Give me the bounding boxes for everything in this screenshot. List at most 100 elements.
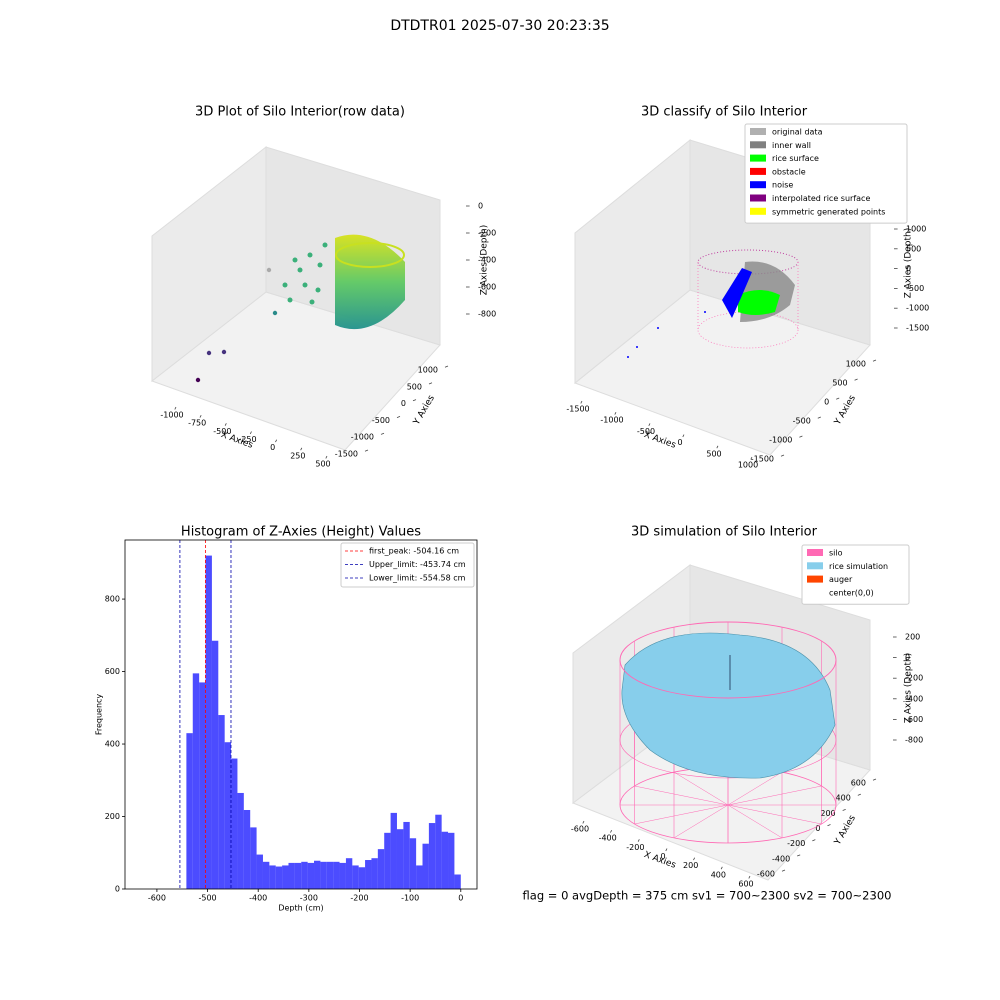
bar — [211, 640, 219, 889]
x-tick-label: -200 — [350, 894, 368, 903]
tick-mark — [780, 454, 785, 457]
bar — [192, 673, 200, 889]
outlier-point — [221, 349, 227, 355]
bar — [231, 758, 238, 889]
outlier-point — [195, 377, 201, 383]
x-tick-label: 400 — [711, 870, 726, 879]
y-tick-label: 1000 — [846, 360, 866, 369]
tick-mark — [872, 778, 877, 781]
tick-mark — [682, 434, 685, 438]
y-tick-label: 200 — [105, 812, 120, 821]
plot-frame — [124, 539, 478, 890]
y-tick-label: -200 — [787, 839, 805, 848]
bar — [301, 861, 308, 889]
tick-mark — [827, 824, 831, 827]
y-axis-label: Frequency — [95, 694, 104, 736]
y-tick-label: 400 — [105, 740, 120, 749]
z-tick-label: 200 — [905, 633, 920, 642]
legend-label: center(0,0) — [829, 588, 874, 597]
y-tick-label: 1000 — [418, 366, 438, 375]
legend-label: obstacle — [772, 167, 806, 176]
legend-swatch — [750, 141, 766, 149]
noise-point — [704, 311, 706, 313]
point-cluster — [292, 257, 298, 263]
bar — [339, 862, 346, 889]
x-tick-label: 0 — [677, 438, 682, 447]
point-cluster — [282, 282, 288, 288]
bar — [352, 865, 359, 889]
tick-mark — [748, 875, 751, 879]
tick-mark — [444, 365, 449, 368]
tick-mark — [428, 382, 433, 385]
bar — [224, 742, 232, 889]
tick-mark — [872, 359, 877, 362]
bar — [403, 821, 410, 889]
point-cluster — [309, 299, 315, 305]
silo-spoke — [634, 804, 729, 825]
y-tick-label: -1500 — [751, 455, 774, 464]
tick-mark — [857, 793, 861, 796]
legend-label: noise — [772, 181, 793, 190]
legend-label: rice simulation — [829, 562, 888, 571]
legend-label: Upper_limit: -453.74 cm — [369, 560, 466, 569]
tick-mark — [812, 839, 816, 842]
tick-mark — [174, 406, 177, 410]
outlier-point — [266, 267, 272, 273]
noise-point — [657, 327, 659, 329]
x-tick-label: -1000 — [160, 411, 183, 420]
z-tick-label: 0 — [905, 653, 910, 662]
x-tick-label: 600 — [738, 880, 753, 889]
figure-title: DTDTR01 2025-07-30 20:23:35 — [390, 18, 609, 34]
tick-mark — [716, 445, 719, 449]
x-tick-label: -500 — [213, 427, 231, 436]
bar — [243, 809, 251, 889]
legend-box — [340, 542, 475, 588]
tick-mark — [648, 423, 651, 426]
x-tick-label: -600 — [148, 894, 166, 903]
outlier-point — [272, 310, 278, 316]
y-tick-label: -1000 — [769, 436, 792, 445]
x-tick-label: 0 — [270, 443, 275, 452]
y-tick-label: -500 — [793, 417, 811, 426]
legend-label: symmetric generated points — [772, 207, 885, 216]
point-cloud-wall — [335, 234, 405, 330]
y-tick-label: 600 — [105, 667, 120, 676]
bar — [269, 865, 276, 889]
bar — [275, 866, 283, 889]
legend-swatch — [807, 549, 823, 556]
tick-mark — [224, 423, 227, 426]
x-tick-label: 0 — [458, 894, 463, 903]
legend-box — [744, 123, 908, 224]
bar — [371, 858, 378, 889]
x-tick-label: -100 — [401, 894, 419, 903]
bar — [396, 829, 404, 889]
bar — [237, 792, 244, 889]
point-cloud-rim — [335, 242, 405, 268]
bar — [288, 862, 295, 889]
chart-title: 3D classify of Silo Interior — [641, 105, 808, 120]
axis-label: Z Axies (Depth) — [904, 653, 914, 724]
tick-mark — [836, 397, 840, 400]
z-tick-label: -800 — [905, 736, 923, 745]
y-tick-label: 200 — [820, 809, 835, 818]
x-tick-label: 250 — [290, 451, 305, 460]
point-cluster — [317, 262, 323, 268]
outlier-point — [206, 350, 212, 356]
z-tick-label: -1500 — [906, 324, 929, 333]
tick-mark — [610, 829, 613, 833]
x-tick-label: -400 — [249, 894, 267, 903]
tick-mark — [300, 447, 303, 451]
silo-spoke — [727, 804, 822, 825]
tick-mark — [693, 857, 696, 861]
tick-mark — [854, 378, 858, 381]
bar — [256, 854, 263, 889]
legend-label: first_peak: -504.16 cm — [369, 547, 459, 556]
x-tick-label: -1500 — [566, 405, 589, 414]
z-tick-label: -400 — [478, 256, 496, 265]
bar — [218, 715, 225, 889]
point-cluster — [307, 252, 313, 258]
bar — [422, 843, 429, 889]
chart-title: 3D Plot of Silo Interior(row data) — [195, 105, 405, 120]
bar — [326, 861, 334, 889]
x-tick-label: 1000 — [738, 461, 758, 470]
